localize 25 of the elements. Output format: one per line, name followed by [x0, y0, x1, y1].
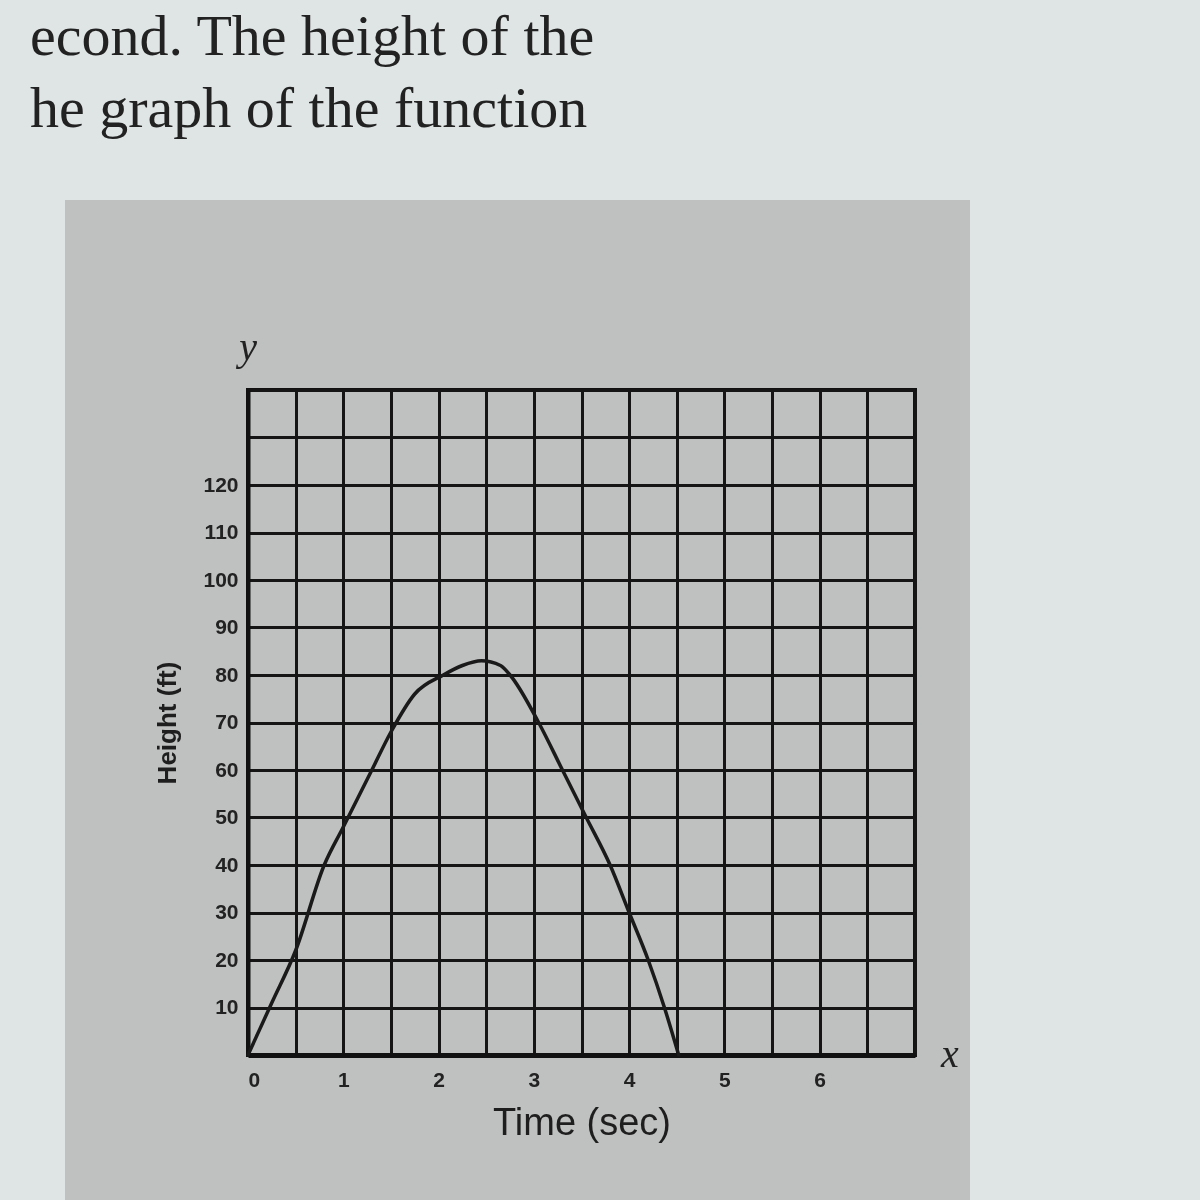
x-tick-label: 6 — [814, 1067, 827, 1091]
y-tick-label: 50 — [215, 805, 239, 828]
x-tick-label: 2 — [433, 1067, 445, 1091]
x-tick-label: 4 — [623, 1067, 636, 1091]
y-tick-label: 60 — [215, 757, 239, 781]
y-tick-label: 70 — [215, 710, 239, 733]
chart-subtitle: he graph of the function — [30, 74, 589, 142]
y-tick-label: 120 — [203, 472, 239, 496]
y-tick-label: 100 — [203, 567, 239, 591]
y-tick-label: 30 — [215, 900, 239, 923]
y-tick-label: 10 — [215, 995, 239, 1018]
y-axis-title: Height (ft) — [152, 661, 183, 785]
y-tick-label: 90 — [215, 615, 239, 638]
x-tick-label: 1 — [337, 1067, 350, 1091]
x-tick-label: 0 — [248, 1067, 261, 1091]
y-tick-label: 80 — [215, 662, 239, 686]
text: y — [235, 324, 258, 369]
x-tick-label: 5 — [719, 1067, 732, 1091]
text: x — [940, 1031, 959, 1076]
x-axis-title: Time (sec) — [492, 1100, 672, 1143]
chart-title: econd. The height of the — [30, 2, 595, 70]
y-tick-label: 20 — [215, 947, 239, 971]
x-tick-label: 3 — [528, 1067, 541, 1091]
y-tick-label: 110 — [204, 520, 239, 543]
y-tick-label: 40 — [215, 852, 239, 876]
